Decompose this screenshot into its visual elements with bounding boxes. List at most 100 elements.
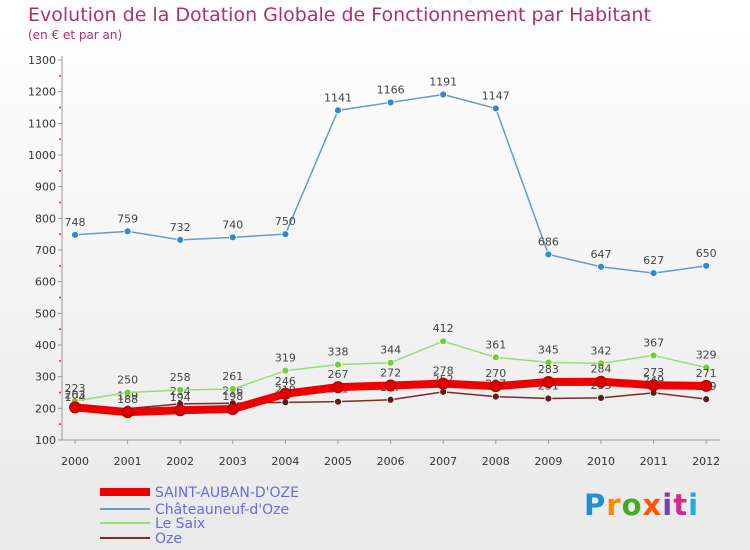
series-line-ch-teauneuf-d-oze [74, 93, 707, 274]
data-point-ch-teauneuf-d-oze [597, 262, 605, 271]
data-point-ch-teauneuf-d-oze [176, 235, 185, 244]
data-label-le-saix: 361 [485, 338, 506, 351]
data-point-ch-teauneuf-d-oze [71, 230, 79, 239]
data-label-le-saix: 261 [222, 370, 243, 383]
x-tick-label: 2000 [61, 455, 89, 468]
data-point-oze [386, 395, 395, 404]
data-point-ch-teauneuf-d-oze [386, 98, 395, 107]
y-minor-dot [59, 106, 61, 109]
data-label-le-saix: 345 [538, 343, 559, 356]
data-label-ch-teauneuf-d-oze: 740 [222, 218, 243, 231]
y-tick-label: 500 [35, 307, 56, 320]
data-label-saint-auban-d-oze: 267 [328, 368, 349, 381]
data-point-ch-teauneuf-d-oze [491, 104, 500, 113]
y-minor-dot [59, 201, 61, 204]
data-point-saint-auban-d-oze [226, 402, 239, 415]
data-point-le-saix [228, 385, 237, 393]
data-label-ch-teauneuf-d-oze: 686 [538, 235, 559, 248]
data-label-ch-teauneuf-d-oze: 1191 [429, 76, 457, 89]
data-label-le-saix: 338 [328, 346, 349, 359]
y-tick-label: 300 [35, 371, 56, 384]
data-point-saint-auban-d-oze [279, 387, 292, 400]
y-tick-label: 400 [35, 339, 56, 352]
y-tick-label: 900 [35, 181, 56, 194]
data-point-saint-auban-d-oze [121, 406, 134, 419]
data-point-saint-auban-d-oze [489, 380, 502, 393]
y-tick-label: 600 [35, 276, 56, 289]
data-label-le-saix: 342 [591, 344, 612, 357]
x-tick-label: 2010 [587, 455, 615, 468]
data-point-oze [702, 395, 711, 404]
y-tick-label: 1300 [28, 54, 56, 67]
data-label-le-saix: 319 [275, 352, 296, 365]
x-tick-label: 2001 [114, 455, 142, 468]
data-label-saint-auban-d-oze: 194 [170, 391, 191, 404]
data-point-ch-teauneuf-d-oze [702, 261, 711, 270]
data-label-le-saix: 367 [643, 336, 664, 349]
data-point-oze [544, 394, 553, 403]
y-tick-label: 1000 [28, 149, 56, 162]
data-label-ch-teauneuf-d-oze: 759 [117, 212, 138, 225]
data-label-saint-auban-d-oze: 203 [65, 388, 86, 401]
data-label-ch-teauneuf-d-oze: 748 [65, 216, 86, 229]
data-point-le-saix [491, 353, 500, 362]
legend-label-ch-teauneuf-d-oze: Châteauneuf-d'Oze [155, 502, 289, 518]
data-label-ch-teauneuf-d-oze: 1147 [482, 89, 510, 102]
data-point-le-saix [702, 363, 711, 372]
data-label-ch-teauneuf-d-oze: 732 [170, 221, 191, 234]
y-minor-dot [59, 264, 61, 267]
data-label-saint-auban-d-oze: 198 [222, 390, 243, 403]
data-point-ch-teauneuf-d-oze [439, 90, 448, 99]
y-minor-dot [59, 359, 61, 362]
data-point-le-saix [439, 337, 448, 346]
y-minor-dot [59, 391, 61, 394]
data-point-saint-auban-d-oze [542, 376, 555, 389]
data-point-saint-auban-d-oze [69, 401, 81, 414]
data-point-ch-teauneuf-d-oze [123, 227, 132, 236]
y-minor-dot [59, 296, 61, 299]
x-tick-label: 2002 [166, 455, 194, 468]
x-tick-label: 2011 [640, 455, 668, 468]
x-tick-label: 2009 [534, 455, 562, 468]
x-tick-label: 2004 [271, 455, 299, 468]
data-label-saint-auban-d-oze: 278 [433, 365, 454, 378]
data-point-ch-teauneuf-d-oze [228, 233, 237, 242]
data-point-le-saix [281, 366, 290, 375]
data-point-saint-auban-d-oze [700, 379, 713, 392]
data-label-saint-auban-d-oze: 283 [538, 363, 559, 376]
y-tick-label: 1100 [28, 117, 56, 130]
data-label-ch-teauneuf-d-oze: 627 [643, 254, 664, 267]
y-minor-dot [59, 328, 61, 331]
data-label-le-saix: 258 [170, 371, 191, 384]
y-tick-label: 100 [35, 434, 56, 447]
data-point-saint-auban-d-oze [647, 379, 660, 392]
y-minor-dot [59, 169, 61, 172]
data-label-le-saix: 223 [65, 382, 86, 395]
y-minor-dot [59, 74, 61, 77]
data-point-saint-auban-d-oze [437, 377, 450, 390]
data-point-oze [281, 398, 290, 407]
proxiti-logo: Proxiti [584, 488, 700, 522]
x-tick-label: 2008 [482, 455, 510, 468]
data-point-saint-auban-d-oze [174, 404, 187, 417]
legend-label-saint-auban-d-oze: SAINT-AUBAN-D'OZE [155, 485, 299, 501]
data-label-le-saix: 412 [433, 322, 454, 335]
data-point-oze [491, 392, 500, 401]
data-point-ch-teauneuf-d-oze [334, 106, 342, 115]
x-tick-label: 2012 [692, 455, 720, 468]
data-point-ch-teauneuf-d-oze [544, 250, 553, 259]
data-label-saint-auban-d-oze: 284 [591, 363, 612, 376]
y-minor-dot [59, 423, 61, 426]
x-tick-label: 2006 [377, 455, 405, 468]
data-label-ch-teauneuf-d-oze: 750 [275, 215, 296, 228]
data-point-le-saix [386, 358, 395, 367]
chart-title: Evolution de la Dotation Globale de Fonc… [28, 4, 651, 26]
data-point-le-saix [123, 388, 132, 397]
data-point-oze [597, 393, 605, 402]
data-point-oze [334, 397, 342, 406]
data-label-saint-auban-d-oze: 270 [485, 367, 506, 380]
data-label-saint-auban-d-oze: 273 [643, 366, 664, 379]
data-point-saint-auban-d-oze [332, 381, 344, 394]
